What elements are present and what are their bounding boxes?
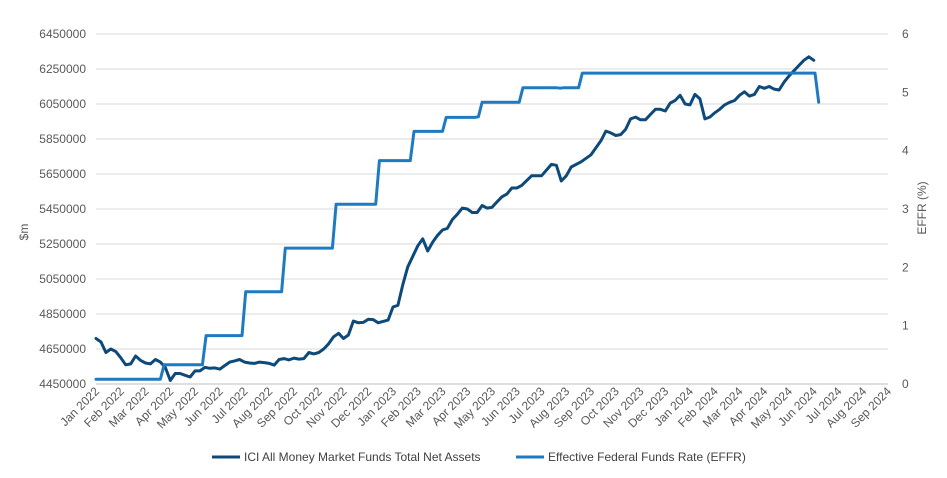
- series-lines: [94, 55, 821, 382]
- series-line-mmf-assets: [94, 55, 816, 382]
- y-axis-left-label: $m: [17, 224, 31, 241]
- right-axis-ticks: 6 5 4 3 2 1 0: [902, 27, 909, 391]
- y-left-tick-label: 4650000: [39, 342, 86, 356]
- y-left-tick-label: 5050000: [39, 272, 86, 286]
- legend: ICI All Money Market Funds Total Net Ass…: [212, 450, 746, 464]
- y-left-tick-label: 6250000: [39, 62, 86, 76]
- series-line-effr: [94, 71, 821, 381]
- y-right-tick-label: 1: [902, 319, 909, 333]
- y-left-tick-label: 5850000: [39, 132, 86, 146]
- y-right-tick-label: 6: [902, 27, 909, 41]
- y-left-tick-label: 5650000: [39, 167, 86, 181]
- y-right-tick-label: 3: [902, 202, 909, 216]
- y-left-tick-label: 5250000: [39, 237, 86, 251]
- legend-label-effr: Effective Federal Funds Rate (EFFR): [548, 450, 746, 464]
- y-left-tick-label: 4850000: [39, 307, 86, 321]
- y-axis-right-label: EFFR (%): [915, 181, 929, 234]
- y-left-tick-label: 5450000: [39, 202, 86, 216]
- legend-label-mmf: ICI All Money Market Funds Total Net Ass…: [244, 450, 481, 464]
- y-right-tick-label: 5: [902, 85, 909, 99]
- y-right-tick-label: 4: [902, 144, 909, 158]
- y-right-tick-label: 0: [902, 377, 909, 391]
- y-right-tick-label: 2: [902, 260, 909, 274]
- y-left-tick-label: 6450000: [39, 27, 86, 41]
- left-axis-ticks: 6450000 6250000 6050000 5850000 5650000 54500…: [39, 27, 86, 391]
- y-left-tick-label: 4450000: [39, 377, 86, 391]
- y-left-tick-label: 6050000: [39, 97, 86, 111]
- gridlines: [96, 33, 888, 350]
